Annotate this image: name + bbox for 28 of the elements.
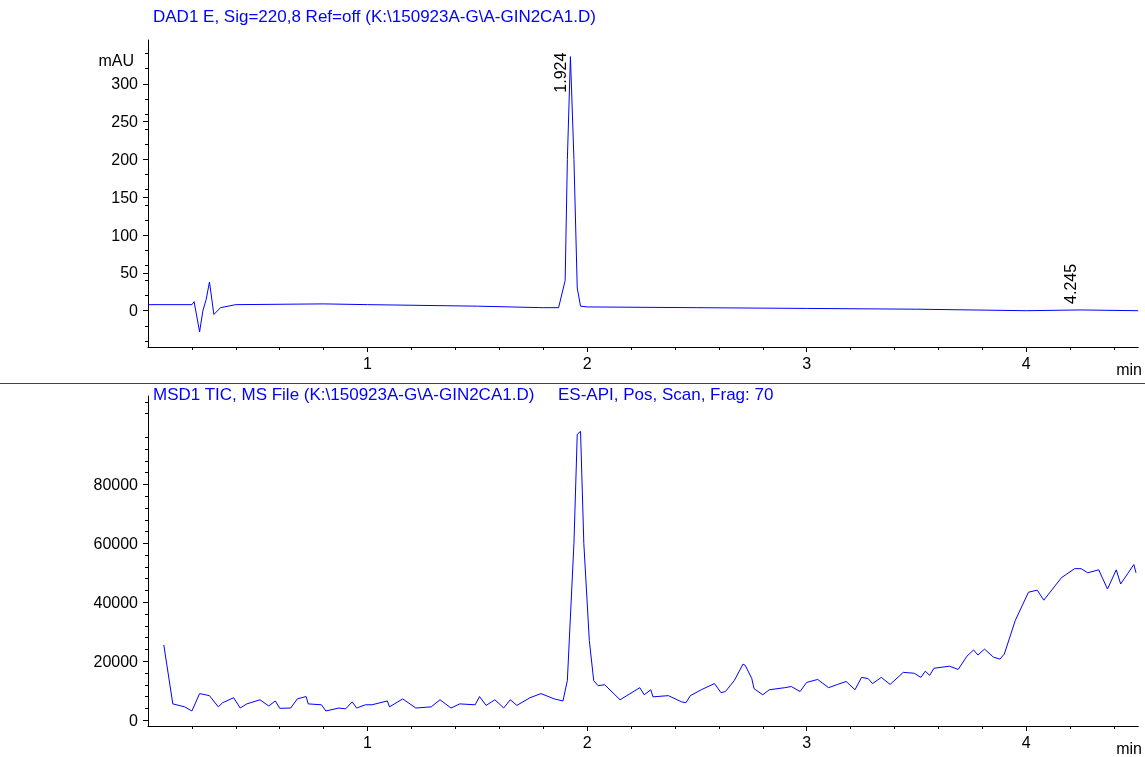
x-axis-title: min (1116, 360, 1142, 378)
y-tick-label: 0 (129, 711, 139, 729)
line-series (163, 430, 1137, 712)
y-tick-label: 50 (120, 264, 139, 282)
x-tick-label: 4 (1021, 733, 1031, 751)
y-tick-label: 20000 (93, 652, 139, 670)
x-tick-label: 2 (582, 354, 592, 372)
y-tick-label: 100 (111, 226, 139, 244)
annotation: 1.924 (551, 52, 569, 93)
y-tick-label: 150 (111, 188, 139, 206)
y-tick-label: 200 (111, 150, 139, 168)
y-tick-label: 0 (129, 302, 139, 320)
x-tick-label: 3 (802, 354, 812, 372)
chart-title: MSD1 TIC, MS File (K:\150923A-G\A-GIN2CA1.D) ES-API, Pos, Scan, Frag: 70 (153, 385, 774, 404)
y-axis-title: mAU (98, 51, 134, 69)
y-tick-label: 40000 (93, 593, 139, 611)
chart-title: DAD1 E, Sig=220,8 Ref=off (K:\150923A-G\A-GIN2CA1.D) (153, 7, 596, 26)
y-tick-label: 80000 (93, 475, 139, 493)
y-tick-label: 300 (111, 75, 139, 93)
annotation: 4.245 (1061, 263, 1079, 304)
y-tick-label: 250 (111, 113, 139, 131)
x-tick-label: 4 (1021, 354, 1031, 372)
x-axis-title: min (1116, 739, 1142, 757)
x-tick-label: 3 (802, 733, 812, 751)
x-tick-label: 1 (363, 354, 373, 372)
x-tick-label: 1 (363, 733, 373, 751)
x-tick-label: 2 (582, 733, 592, 751)
y-tick-label: 60000 (93, 534, 139, 552)
